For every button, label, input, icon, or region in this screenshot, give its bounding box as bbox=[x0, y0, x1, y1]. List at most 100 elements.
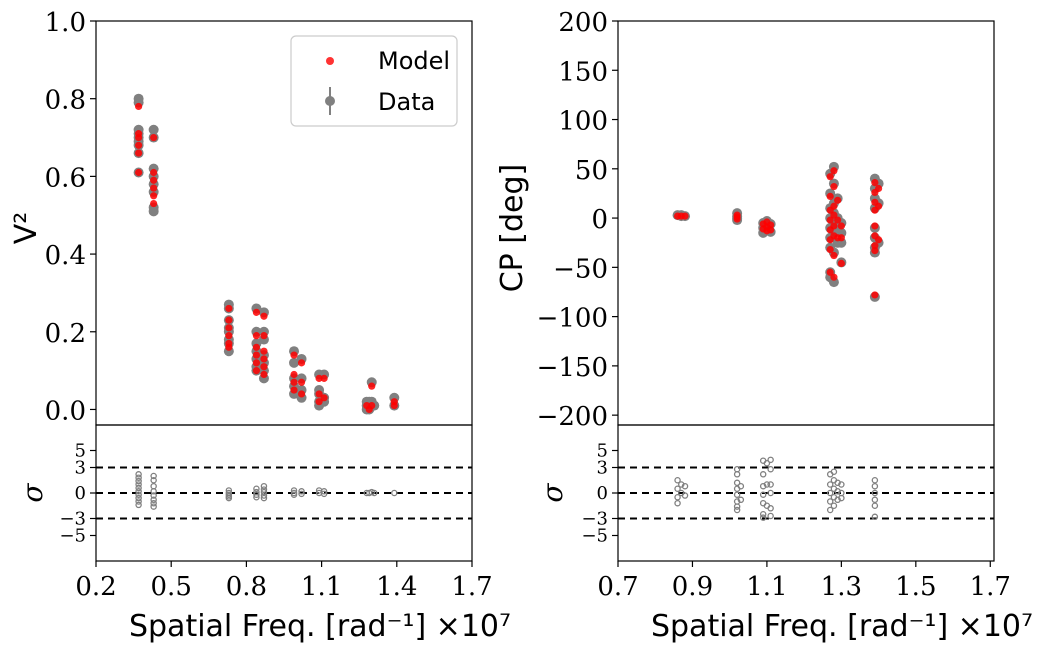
cpres-residual-point bbox=[838, 481, 845, 488]
v2-model-point bbox=[150, 199, 158, 208]
v2-model-point bbox=[252, 343, 261, 351]
v2-model-point bbox=[290, 351, 298, 359]
cpres-residual-point bbox=[871, 502, 879, 509]
v2-ytick-label: 0.0 bbox=[45, 396, 86, 426]
v2res-residual-point bbox=[150, 492, 157, 499]
cpres-residual-point bbox=[674, 493, 681, 501]
v2-model-point bbox=[320, 374, 328, 382]
right-x-axis-label: Spatial Freq. [rad⁻¹] ×10⁷ bbox=[651, 609, 1033, 644]
cpres-ytick-label: 5 bbox=[597, 441, 608, 462]
v2-model-point bbox=[368, 382, 376, 390]
v2-model-point bbox=[252, 351, 261, 359]
v2res-residual-point bbox=[150, 503, 157, 510]
cpres-residual-point bbox=[733, 479, 741, 487]
v2-residual-panel: 53 0 −3−5 0.2 0.5 0.8 1.1 1.4 1.7 σ Spatial Fre… bbox=[16, 424, 511, 644]
cpres-residual-point bbox=[737, 496, 745, 504]
v2-model-point bbox=[260, 312, 268, 320]
v2-model-point bbox=[135, 133, 143, 142]
v2res-residual-point bbox=[260, 494, 268, 502]
v2res-residual-point bbox=[260, 492, 268, 499]
v2res-ytick-label: 3 bbox=[75, 458, 86, 479]
cp-panel: 200 150 100 50 0 −50 −100 −150 −200 CP [deg] bbox=[495, 8, 995, 432]
cpres-residual-point bbox=[733, 471, 741, 478]
v2-model-point bbox=[390, 401, 398, 410]
v2-y-axis-label: V² bbox=[9, 212, 44, 245]
v2-model-point bbox=[368, 401, 376, 410]
cp-model-point bbox=[733, 215, 741, 223]
cpres-residual-point bbox=[737, 482, 745, 490]
v2res-residual-point bbox=[150, 472, 157, 480]
cp-ytick-label: −50 bbox=[553, 254, 608, 284]
cpres-xtick-label: 1.3 bbox=[821, 572, 862, 602]
v2-model-point bbox=[315, 374, 323, 382]
v2res-residual-point bbox=[135, 474, 142, 481]
v2res-residual-point bbox=[298, 490, 305, 498]
v2-model-point bbox=[260, 370, 268, 379]
cpres-residual-point bbox=[826, 481, 834, 488]
v2res-ytick-label: −3 bbox=[59, 509, 86, 530]
cp-residual-threshold-lines bbox=[618, 466, 994, 520]
v2res-residual-point bbox=[135, 481, 142, 488]
v2res-xtick-label: 1.1 bbox=[301, 572, 342, 602]
legend-model-marker bbox=[326, 57, 334, 65]
v2res-residual-point bbox=[260, 486, 268, 493]
cpres-ytick-label: 0 bbox=[597, 483, 608, 504]
v2-model-point bbox=[225, 316, 233, 324]
v2-model-point bbox=[297, 359, 306, 367]
v2-model-point bbox=[150, 133, 158, 142]
cp-y-axis-label: CP [deg] bbox=[495, 164, 530, 293]
cpres-residual-point bbox=[759, 510, 767, 518]
cpres-residual-point bbox=[678, 481, 685, 488]
cpres-residual-point bbox=[871, 513, 879, 521]
v2res-residual-point bbox=[225, 487, 233, 494]
v2res-xtick-label: 0.5 bbox=[151, 572, 192, 602]
cpres-xtick-label: 1.5 bbox=[895, 572, 936, 602]
cp-model-point bbox=[826, 173, 834, 181]
v2-ytick-label: 0.6 bbox=[45, 163, 86, 193]
cpres-residual-point bbox=[871, 489, 879, 497]
v2-residual-x-ticks: 0.2 0.5 0.8 1.1 1.4 1.7 bbox=[75, 561, 493, 602]
v2-ytick-label: 0.8 bbox=[45, 86, 86, 116]
v2res-residual-point bbox=[391, 489, 398, 497]
cp-ytick-label: −150 bbox=[537, 353, 608, 383]
v2-model-point bbox=[252, 359, 261, 367]
cpres-residual-point bbox=[733, 506, 741, 514]
v2-model-point bbox=[297, 390, 306, 398]
cpres-residual-point bbox=[830, 502, 838, 509]
v2res-residual-point bbox=[260, 488, 268, 496]
v2-data-point bbox=[289, 357, 300, 368]
v2-model-point bbox=[290, 386, 298, 394]
cp-residual-x-ticks: 0.7 0.9 1.1 1.3 1.5 1.7 bbox=[597, 561, 1011, 602]
cp-residual-axes-frame bbox=[617, 424, 995, 562]
cpres-residual-point bbox=[871, 476, 879, 484]
cpres-ytick-label: 3 bbox=[597, 458, 608, 479]
cpres-residual-point bbox=[733, 503, 741, 510]
v2-model-point bbox=[290, 378, 298, 386]
v2-model-point bbox=[150, 184, 158, 192]
v2-ytick-label: 0.4 bbox=[45, 241, 86, 271]
cp-model-point bbox=[874, 236, 883, 244]
v2res-residual-point bbox=[253, 491, 260, 498]
v2res-residual-point bbox=[320, 490, 328, 498]
cp-model-point bbox=[826, 268, 834, 276]
cpres-residual-point bbox=[759, 482, 767, 490]
cp-model-point bbox=[871, 242, 879, 250]
v2res-residual-point bbox=[260, 482, 268, 490]
v2-panel: 0.0 0.2 0.4 0.6 0.8 1.0 V² Model Data bbox=[9, 8, 473, 426]
cp-model-point bbox=[830, 202, 838, 210]
v2-model-point bbox=[135, 168, 143, 177]
v2-model-point bbox=[135, 149, 143, 157]
v2-residual-y-ticks: 53 0 −3−5 bbox=[59, 441, 96, 547]
v2-model-point bbox=[150, 192, 158, 200]
cpres-residual-point bbox=[759, 491, 767, 498]
v2-model-point bbox=[320, 394, 328, 402]
cpres-residual-point bbox=[834, 479, 841, 487]
v2-model-point bbox=[297, 378, 306, 386]
cpres-residual-point bbox=[871, 482, 879, 490]
cpres-residual-point bbox=[838, 494, 845, 502]
legend-data-marker bbox=[325, 96, 335, 106]
cp-model-point bbox=[837, 234, 845, 242]
cp-ytick-label: 100 bbox=[558, 107, 608, 137]
v2res-residual-point bbox=[320, 488, 328, 495]
